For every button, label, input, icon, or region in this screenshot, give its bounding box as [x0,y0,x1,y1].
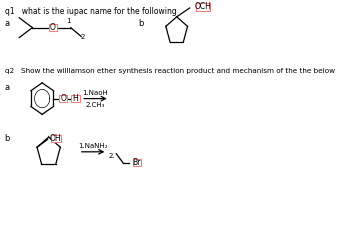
Text: O: O [60,94,66,103]
Text: b: b [5,134,10,143]
Text: OH: OH [50,134,62,143]
Text: b: b [138,19,144,28]
Text: q1   what is the iupac name for the following: q1 what is the iupac name for the follow… [5,7,176,16]
Text: a: a [5,19,10,28]
Text: 1.NaNH₂: 1.NaNH₂ [78,143,108,149]
Text: O: O [50,23,56,32]
FancyBboxPatch shape [59,95,67,102]
Text: 1.NaoH: 1.NaoH [83,90,108,96]
FancyBboxPatch shape [196,3,210,11]
FancyBboxPatch shape [133,159,141,166]
Text: 2.: 2. [108,153,115,159]
FancyBboxPatch shape [71,95,79,102]
Text: Br: Br [133,158,141,167]
Text: q2   Show the williamson ether synthesis reaction product and mechanism of the t: q2 Show the williamson ether synthesis r… [5,68,335,74]
Text: 1: 1 [66,18,70,24]
Text: 2: 2 [80,33,85,40]
Text: 2.CH₃: 2.CH₃ [86,102,105,108]
FancyBboxPatch shape [51,135,61,142]
Text: H: H [72,94,78,103]
FancyBboxPatch shape [49,24,57,31]
Text: OCH: OCH [194,3,211,11]
Text: a: a [5,83,10,92]
